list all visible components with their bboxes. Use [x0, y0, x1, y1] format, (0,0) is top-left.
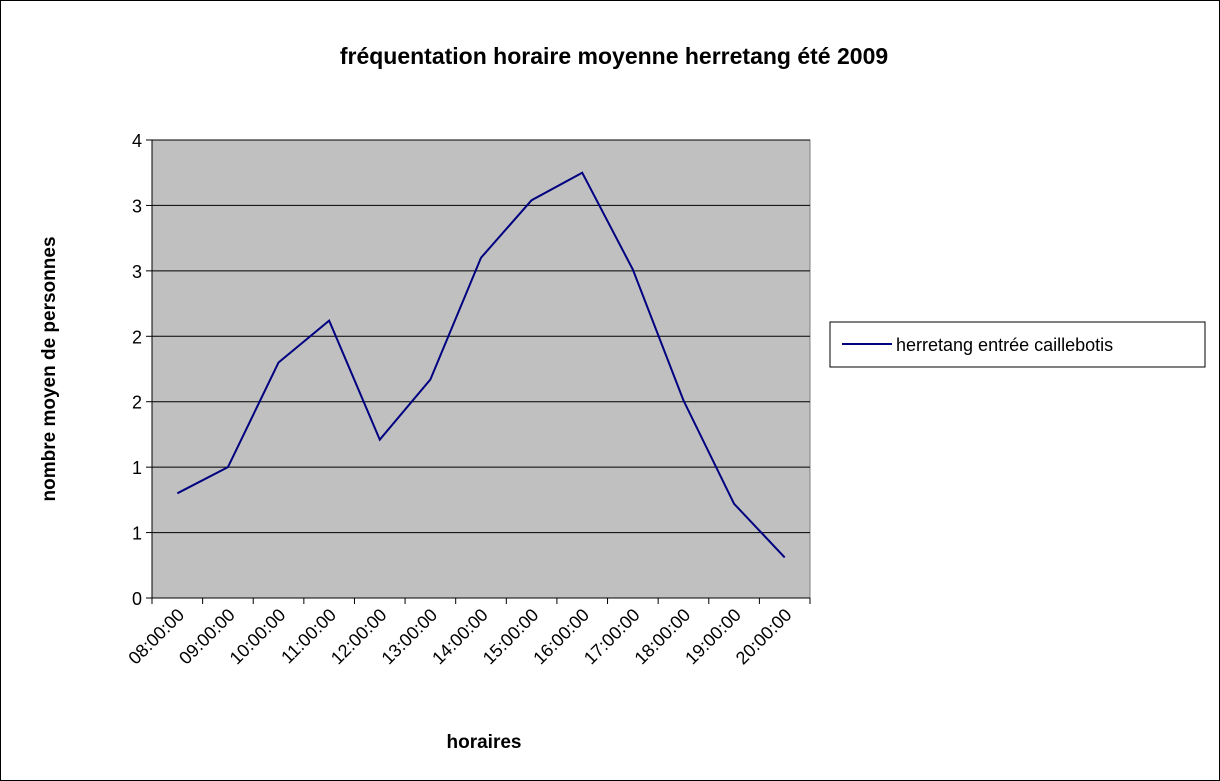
y-tick-label: 3 — [132, 262, 142, 282]
y-tick-label: 4 — [132, 131, 142, 151]
x-axis-label: horaires — [447, 732, 522, 753]
y-tick-label: 1 — [132, 524, 142, 544]
y-tick-label: 2 — [132, 393, 142, 413]
y-tick-label: 1 — [132, 458, 142, 478]
y-axis-label: nombre moyen de personnes — [39, 236, 60, 501]
data-line — [176, 171, 786, 559]
chart-title: fréquentation horaire moyenne herretang … — [340, 43, 888, 69]
y-tick-label: 3 — [132, 196, 142, 216]
plot-area — [151, 139, 811, 599]
y-tick-label: 2 — [132, 327, 142, 347]
legend-box — [829, 321, 1206, 368]
y-tick-label: 0 — [132, 589, 142, 609]
legend-label: herretang entrée caillebotis — [896, 335, 1113, 355]
